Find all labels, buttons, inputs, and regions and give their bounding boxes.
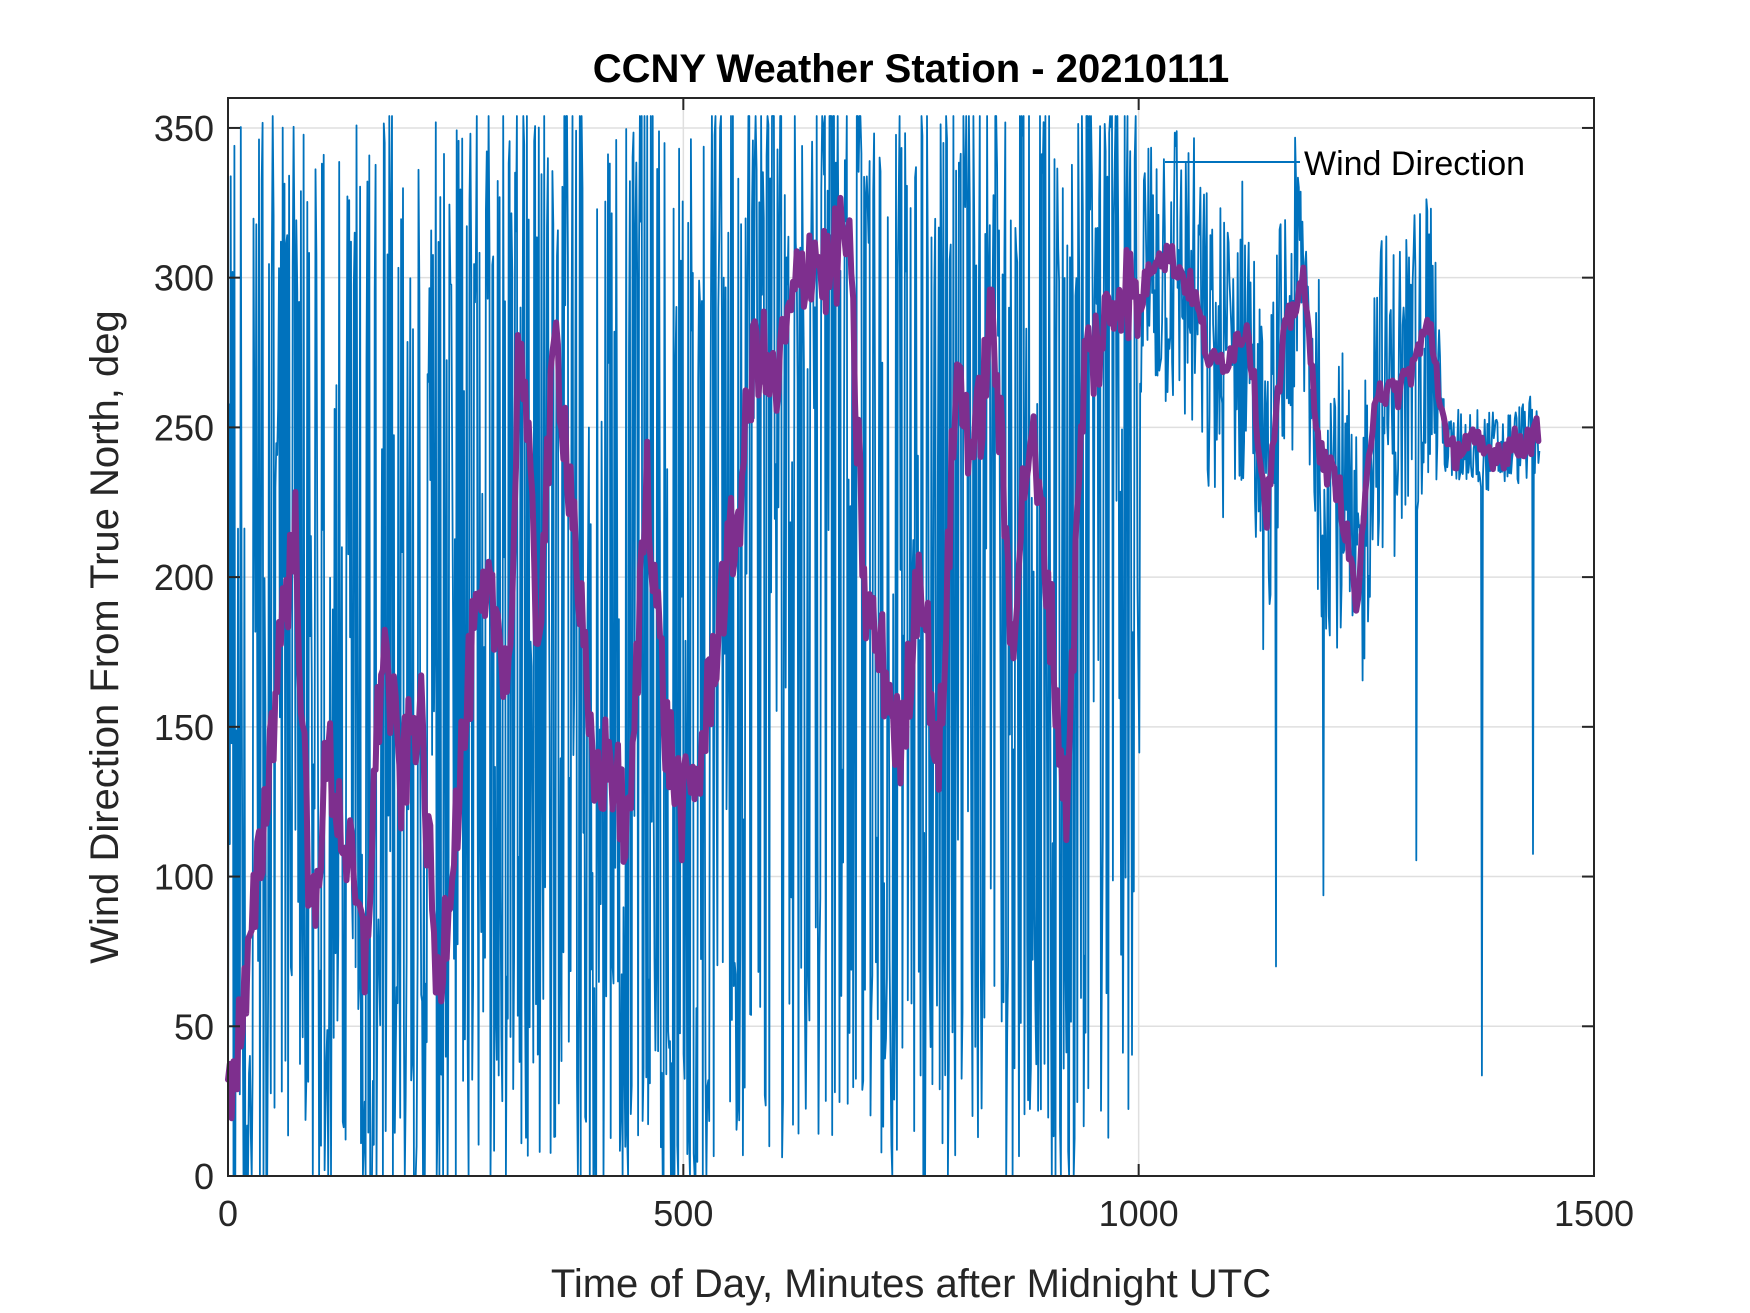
y-tick-label: 150: [154, 707, 214, 748]
y-tick-label: 200: [154, 557, 214, 598]
x-tick-label: 500: [653, 1193, 713, 1234]
axes-box: [227, 97, 1595, 1177]
x-tick-labels: 0 500 1000 1500: [218, 1193, 1634, 1234]
ticks: [227, 98, 1595, 1177]
y-tick-labels: 0 50 100 150 200 250 300 350: [154, 108, 214, 1197]
y-tick-label: 250: [154, 407, 214, 448]
wind-direction-line: [227, 115, 1541, 1177]
smoothed-wind-direction-line: [225, 194, 1542, 1122]
x-tick-label: 0: [218, 1193, 238, 1234]
series-smoothed-wind-direction: [225, 194, 1542, 1122]
legend-label-wind-direction: Wind Direction: [1304, 145, 1525, 183]
x-axis-label: Time of Day, Minutes after Midnight UTC: [551, 1262, 1271, 1306]
legend: Wind Direction: [1165, 145, 1525, 183]
x-tick-label: 1000: [1099, 1193, 1179, 1234]
series-wind-direction: [227, 115, 1541, 1177]
y-tick-label: 350: [154, 108, 214, 149]
y-tick-label: 300: [154, 258, 214, 299]
y-tick-label: 100: [154, 857, 214, 898]
chart-title: CCNY Weather Station - 20210111: [593, 47, 1230, 91]
y-tick-label: 0: [194, 1156, 214, 1197]
x-tick-label: 1500: [1554, 1193, 1634, 1234]
y-axis-label: Wind Direction From True North, deg: [83, 310, 127, 964]
y-tick-label: 50: [174, 1006, 214, 1047]
